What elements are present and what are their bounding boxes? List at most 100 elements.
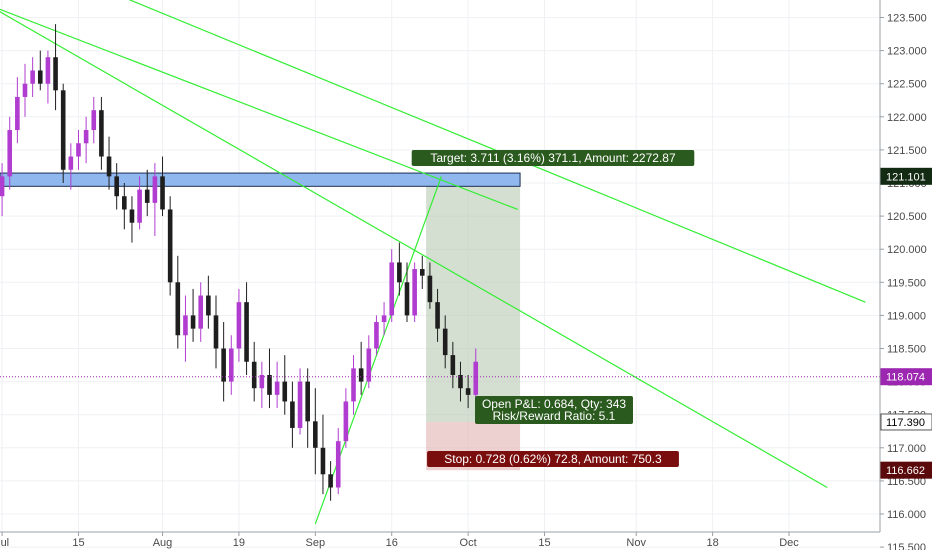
- candle-body: [419, 269, 425, 276]
- candle: [404, 262, 410, 323]
- candle: [397, 242, 402, 296]
- price-tick-label: 122.000: [887, 112, 927, 124]
- candle: [259, 361, 265, 409]
- price-tag-bg: [880, 368, 932, 386]
- candle-body: [190, 315, 196, 329]
- candle-body: [297, 381, 303, 428]
- candle-body: [450, 355, 456, 375]
- candle: [267, 348, 272, 409]
- candle: [244, 282, 249, 375]
- price-tick-label: 116.000: [887, 509, 926, 521]
- time-tick-label: 15: [72, 537, 84, 549]
- candle: [7, 116, 13, 190]
- price-tag-text: 116.662: [886, 465, 925, 477]
- candle-body: [175, 282, 181, 336]
- time-axis[interactable]: Jul 15 Aug 19 Sep 16 Oct 15 Nov 18 Dec: [0, 531, 880, 549]
- candle-body: [343, 401, 349, 442]
- price-tag-text: 118.074: [886, 372, 925, 384]
- candle: [320, 414, 326, 495]
- candle-body: [144, 189, 150, 203]
- time-tick-label: 15: [538, 537, 550, 549]
- trendline: [0, 8, 518, 211]
- candle: [305, 368, 310, 448]
- target-label-bg: [411, 150, 695, 166]
- candle: [30, 57, 35, 97]
- time-tick-label: 16: [386, 537, 398, 549]
- price-tag: 118.074: [880, 368, 932, 386]
- candle: [175, 255, 181, 349]
- candle-body: [473, 361, 479, 395]
- candle: [313, 388, 318, 475]
- candle-body: [213, 315, 219, 349]
- candle-body: [442, 328, 448, 356]
- candle-body: [45, 57, 51, 84]
- candle-body: [83, 130, 89, 144]
- candle: [45, 50, 51, 104]
- candle-body: [313, 421, 318, 448]
- price-tick-label: 122.500: [887, 79, 927, 91]
- candle-body: [228, 348, 234, 382]
- candle-body: [267, 374, 272, 395]
- price-tick-label: 120.000: [887, 244, 927, 256]
- candle-body: [122, 196, 127, 210]
- candle-body: [274, 381, 280, 395]
- candle: [419, 255, 425, 289]
- risk-reward-text: Risk/Reward Ratio: 5.1: [493, 409, 616, 423]
- candle: [114, 163, 119, 210]
- candle: [129, 196, 135, 243]
- candle: [167, 196, 173, 296]
- candle: [297, 368, 303, 435]
- candle: [427, 262, 433, 309]
- price-tag-bg: [880, 413, 932, 431]
- candle-body: [68, 156, 74, 170]
- candle-body: [137, 189, 142, 223]
- candle-body: [206, 295, 211, 316]
- price-tag: 116.662: [880, 461, 932, 479]
- candle: [91, 96, 97, 144]
- candle-body: [458, 374, 463, 389]
- candle: [83, 116, 89, 164]
- candle: [144, 169, 150, 217]
- candle-body: [244, 302, 249, 362]
- price-tick-label: 119.000: [887, 310, 926, 322]
- candle: [152, 163, 158, 236]
- candle: [221, 322, 226, 402]
- candle-body: [412, 269, 417, 316]
- candle: [450, 341, 456, 389]
- trendline: [0, 11, 828, 489]
- candle: [206, 275, 211, 329]
- price-tick-label: 118.500: [887, 344, 926, 356]
- candle: [465, 374, 471, 409]
- candle-body: [282, 381, 288, 402]
- candle-body: [22, 83, 28, 97]
- time-tick-label: Sep: [306, 537, 326, 549]
- candle-body: [198, 295, 204, 329]
- candle: [76, 130, 81, 170]
- candle: [374, 315, 379, 356]
- candle-body: [404, 282, 410, 316]
- candle-body: [15, 96, 20, 131]
- price-tick-label: 119.500: [887, 277, 926, 289]
- candle-body: [53, 57, 58, 91]
- candle: [473, 348, 479, 402]
- target-label-text: Target: 3.711 (3.16%) 371.1, Amount: 227…: [430, 151, 676, 165]
- time-tick-label: Oct: [460, 537, 477, 549]
- candle-body: [374, 322, 379, 349]
- time-tick-label: Jul: [0, 537, 9, 549]
- candle: [458, 361, 463, 402]
- candle-body: [381, 315, 387, 323]
- trendline: [314, 176, 442, 525]
- price-tick-label: 115.500: [887, 542, 926, 550]
- price-tick-label: 123.000: [887, 46, 927, 58]
- time-tick-label: Aug: [153, 537, 173, 549]
- candle-body: [183, 315, 188, 336]
- price-tag-text: 117.390: [886, 417, 925, 429]
- candle: [137, 176, 142, 230]
- candle-body: [328, 474, 333, 488]
- candle: [99, 96, 104, 170]
- price-tag-text: 121.101: [886, 171, 926, 183]
- candle: [412, 262, 417, 323]
- price-axis[interactable]: 123.500123.000122.500122.000121.500121.0…: [879, 0, 932, 550]
